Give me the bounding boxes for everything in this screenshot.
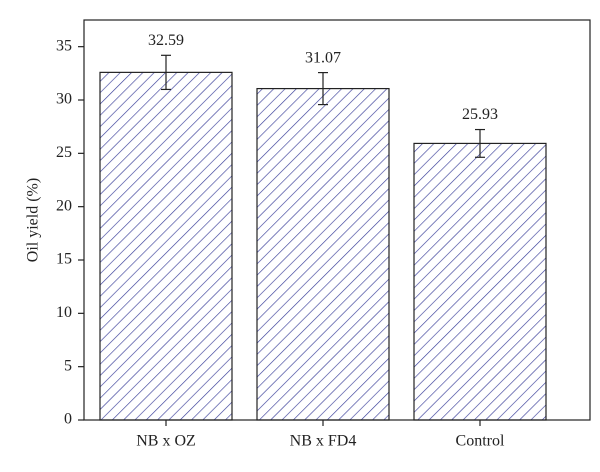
x-tick-label: NB x OZ	[136, 433, 196, 450]
y-tick-label: 5	[64, 357, 72, 374]
value-label: 25.93	[462, 106, 498, 123]
y-tick-label: 30	[56, 91, 72, 108]
y-axis-label: Oil yield (%)	[25, 178, 42, 262]
value-label: 31.07	[305, 49, 341, 66]
y-tick-label: 20	[56, 197, 72, 214]
bar	[256, 87, 390, 421]
y-tick-label: 10	[56, 304, 72, 321]
y-tick-label: 15	[56, 251, 72, 268]
y-tick-label: 25	[56, 144, 72, 161]
y-tick-label: 35	[56, 37, 72, 54]
x-tick-label: Control	[456, 433, 505, 450]
bar	[99, 71, 233, 421]
x-tick-label: NB x FD4	[290, 433, 357, 450]
value-label: 32.59	[148, 32, 184, 49]
y-tick-label: 0	[64, 411, 72, 428]
bar	[413, 142, 547, 421]
